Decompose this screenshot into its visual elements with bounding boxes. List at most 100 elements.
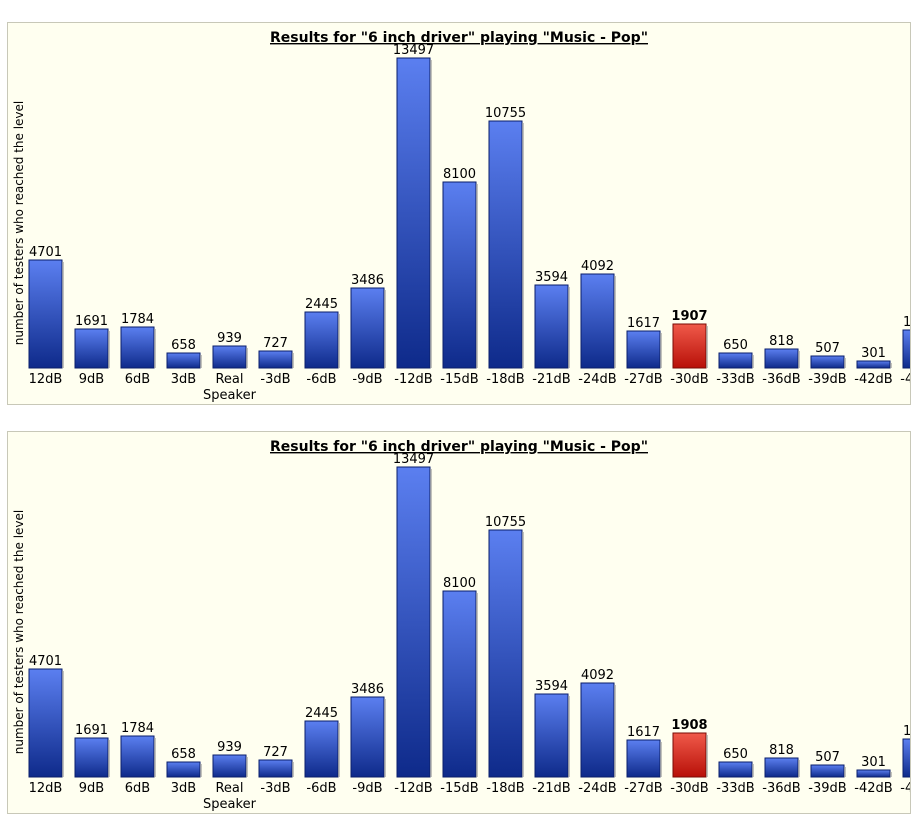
bar	[74, 737, 109, 778]
bar-highlight	[672, 732, 707, 778]
bar	[810, 355, 845, 369]
bar-shadow	[798, 760, 800, 777]
category-label: Real	[215, 781, 243, 796]
bar-value-label: 1784	[121, 721, 154, 736]
bar-value-label: 8100	[443, 167, 476, 182]
bar	[488, 529, 523, 778]
bar-shadow	[706, 735, 708, 777]
bar-group: 727 -3dB	[258, 336, 294, 387]
category-label: -18dB	[486, 372, 524, 387]
bar-group: 8100 -15dB	[440, 167, 478, 387]
y-axis-label: number of testers who reached the level	[12, 101, 26, 346]
category-label: -42dB	[854, 781, 892, 796]
category-label: 3dB	[171, 781, 196, 796]
bar-group: 3486 -9dB	[350, 273, 386, 387]
category-label: -24dB	[578, 372, 616, 387]
bar-group: 658 3dB	[166, 338, 202, 387]
bar-group: 1784 6dB	[120, 312, 156, 387]
bar-shadow	[568, 696, 570, 777]
category-label: 9dB	[79, 372, 104, 387]
bar-value-label: 1907	[671, 309, 707, 324]
bar	[212, 345, 247, 369]
bar	[902, 329, 910, 369]
category-label: 3dB	[171, 372, 196, 387]
category-label: -9dB	[352, 372, 382, 387]
bar-value-label: 4092	[581, 259, 614, 274]
bar-group: 3594 -21dB	[532, 270, 570, 387]
bar	[258, 350, 293, 369]
bar-shadow	[522, 532, 524, 777]
bar-group: 650 -33dB	[716, 338, 754, 387]
bar-value-label: 507	[815, 750, 840, 765]
bar-value-label: 2445	[305, 706, 338, 721]
bar-group: 13497 -12dB	[393, 43, 434, 387]
bar	[258, 759, 293, 778]
bar-value-label: 13497	[393, 452, 434, 467]
bar-group: 1673 -45dB	[900, 315, 910, 387]
chart-title: Results for "6 inch driver" playing "Mus…	[270, 30, 648, 46]
bar-shadow	[292, 762, 294, 777]
bar	[718, 761, 753, 778]
bar	[580, 273, 615, 369]
bar-value-label: 1691	[75, 723, 108, 738]
bar-highlight	[672, 323, 707, 369]
bar-group: 1673 -45dB	[900, 724, 910, 796]
category-label: -12dB	[394, 372, 432, 387]
bar-shadow	[660, 333, 662, 368]
bar-value-label: 939	[217, 740, 242, 755]
bar	[856, 769, 891, 778]
bar-shadow	[246, 348, 248, 368]
bar-shadow	[384, 699, 386, 777]
bar	[718, 352, 753, 369]
bar	[120, 735, 155, 778]
bar-value-label: 818	[769, 743, 794, 758]
category-label: -3dB	[260, 781, 290, 796]
bar-group: 3594 -21dB	[532, 679, 570, 796]
bar-shadow	[890, 772, 892, 777]
bar	[626, 330, 661, 369]
bar-shadow	[568, 287, 570, 368]
bar-shadow	[154, 738, 156, 777]
category-label: 9dB	[79, 781, 104, 796]
category-label: -39dB	[808, 781, 846, 796]
bar-group: 10755 -18dB	[485, 106, 526, 387]
bar-value-label: 3486	[351, 682, 384, 697]
bar-shadow	[476, 593, 478, 777]
bar-group: 301 -42dB	[854, 755, 892, 796]
bar	[488, 120, 523, 369]
bar	[304, 720, 339, 778]
bar-shadow	[62, 262, 64, 368]
bar-value-label: 818	[769, 334, 794, 349]
bar-group: 818 -36dB	[762, 334, 800, 387]
bar	[856, 360, 891, 369]
bar-value-label: 727	[263, 745, 288, 760]
bar	[350, 696, 385, 778]
category-label: 6dB	[125, 372, 150, 387]
bar-value-label: 3594	[535, 270, 568, 285]
bar-shadow	[154, 329, 156, 368]
bar-value-label: 4701	[29, 245, 62, 260]
category-label: -27dB	[624, 781, 662, 796]
bar	[534, 284, 569, 369]
category-label: -6dB	[306, 372, 336, 387]
category-label: -21dB	[532, 781, 570, 796]
bar	[810, 764, 845, 778]
bar	[626, 739, 661, 778]
category-label: -9dB	[352, 781, 382, 796]
category-label: -6dB	[306, 781, 336, 796]
bar-group: 3486 -9dB	[350, 682, 386, 796]
bar-value-label: 1673	[903, 724, 910, 739]
bar-shadow	[614, 685, 616, 777]
bar-group: 650 -33dB	[716, 747, 754, 796]
bar-value-label: 1673	[903, 315, 910, 330]
bar	[28, 668, 63, 778]
bar-shadow	[200, 355, 202, 368]
category-label: -36dB	[762, 781, 800, 796]
category-label: -30dB	[670, 372, 708, 387]
category-label: -42dB	[854, 372, 892, 387]
bar-group: 1617 -27dB	[624, 316, 662, 387]
category-label: -33dB	[716, 781, 754, 796]
bar-value-label: 2445	[305, 297, 338, 312]
